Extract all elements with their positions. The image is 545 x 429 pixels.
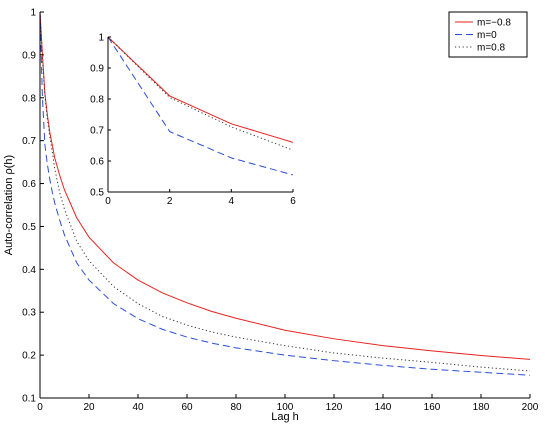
main-x-tick-label-6: 120	[326, 402, 343, 413]
main-x-axis-label: Lag h	[271, 411, 299, 423]
main-x-tick-label-9: 180	[473, 402, 490, 413]
main-y-axis-label: Auto-correlation ρ(h)	[3, 155, 15, 255]
main-x-tick-label-4: 80	[230, 402, 242, 413]
inset-y-tick-label-5: 1	[98, 33, 104, 44]
main-series-line-0	[40, 12, 530, 360]
inset-plot: 0 2 4 6 0.5 0.6 0.7 0.8 0.9 1	[90, 33, 296, 208]
main-x-tick-label-1: 20	[83, 402, 95, 413]
inset-y-tick-label-2: 0.7	[90, 126, 104, 137]
main-series-group	[40, 12, 530, 376]
main-y-tick-label-7: 0.8	[22, 93, 36, 104]
inset-series-line-1	[108, 37, 293, 176]
inset-series-line-0	[108, 37, 293, 143]
main-x-tick-label-7: 140	[375, 402, 392, 413]
inset-x-tick-label-2: 4	[229, 196, 235, 207]
inset-y-tick-label-1: 0.6	[90, 157, 104, 168]
main-y-tick-label-0: 0.1	[22, 394, 36, 405]
main-y-tick-label-4: 0.5	[22, 222, 36, 233]
inset-series-group	[108, 37, 293, 176]
main-x-tick-label-3: 60	[181, 402, 193, 413]
inset-x-tick-label-3: 6	[290, 196, 296, 207]
main-y-tick-label-1: 0.2	[22, 351, 36, 362]
main-x-tick-label-2: 40	[132, 402, 144, 413]
main-y-tick-label-2: 0.3	[22, 308, 36, 319]
inset-plot-area	[108, 37, 293, 192]
inset-y-tick-label-3: 0.8	[90, 95, 104, 106]
inset-y-tick-label-4: 0.9	[90, 64, 104, 75]
legend-label-0: m=−0.8	[477, 18, 511, 29]
main-y-tick-label-5: 0.6	[22, 179, 36, 190]
main-y-tick-label-3: 0.4	[22, 265, 36, 276]
main-y-tick-label-9: 1	[30, 8, 36, 19]
legend-label-1: m=0	[477, 30, 497, 41]
main-y-tick-label-8: 0.9	[22, 50, 36, 61]
inset-x-tick-label-1: 2	[167, 196, 173, 207]
main-series-line-1	[40, 12, 530, 376]
main-x-tick-label-0: 0	[37, 402, 43, 413]
main-x-tick-label-10: 200	[522, 402, 539, 413]
inset-y-tick-label-0: 0.5	[90, 188, 104, 199]
legend-label-2: m=0.8	[477, 43, 506, 54]
inset-x-tick-label-0: 0	[105, 196, 111, 207]
main-x-tick-label-5: 100	[277, 402, 294, 413]
main-y-tick-label-6: 0.7	[22, 136, 36, 147]
legend: m=−0.8m=0 m=0.8	[448, 11, 528, 58]
main-x-tick-label-8: 160	[424, 402, 441, 413]
